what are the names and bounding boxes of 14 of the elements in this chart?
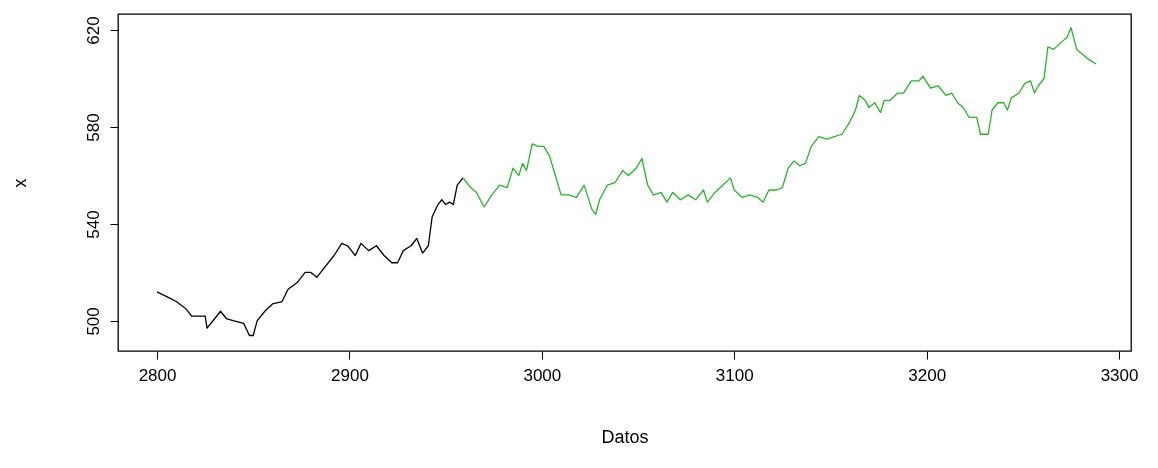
x-tick-label: 3100 (715, 365, 754, 385)
y-axis-title: x (9, 178, 30, 188)
x-tick-label: 2800 (138, 365, 177, 385)
x-tick-label: 3300 (1100, 365, 1139, 385)
x-tick-label: 3200 (908, 365, 947, 385)
line-series (462, 26, 1097, 215)
line-series (156, 177, 464, 337)
y-tick-label: 540 (83, 210, 103, 239)
x-axis-title: Datos (601, 426, 649, 447)
x-tick-label: 3000 (523, 365, 562, 385)
y-tick-label: 580 (83, 113, 103, 142)
y-tick-label: 620 (83, 16, 103, 45)
x-tick-label: 2900 (331, 365, 369, 385)
y-tick-label: 500 (83, 307, 103, 336)
